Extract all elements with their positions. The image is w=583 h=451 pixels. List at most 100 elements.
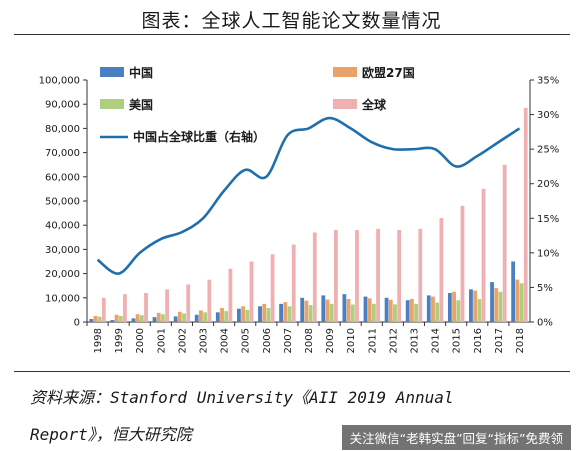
left-tick-label: 10,000 xyxy=(45,293,80,304)
bar-us xyxy=(498,291,503,322)
bar-china xyxy=(426,295,431,322)
bar-us xyxy=(203,312,208,322)
bar-china xyxy=(89,319,94,322)
bar-eu27 xyxy=(346,299,351,322)
right-tick-label: 15% xyxy=(537,214,559,225)
bar-world xyxy=(418,228,423,322)
bar-eu27 xyxy=(114,314,119,322)
bar-world xyxy=(397,230,402,322)
x-tick-label: 2015 xyxy=(452,328,463,353)
bar-eu27 xyxy=(199,310,203,322)
source-note-line-1: 资料来源：Stanford University《AII 2019 Annual xyxy=(30,388,454,407)
bar-china xyxy=(152,317,157,322)
legend-swatch-china xyxy=(100,67,124,77)
x-tick-label: 2001 xyxy=(156,328,167,353)
bar-china xyxy=(279,303,284,322)
bar-us xyxy=(97,316,102,322)
bar-china xyxy=(405,300,410,322)
x-tick-label: 2011 xyxy=(367,328,378,353)
bar-eu27 xyxy=(135,314,140,322)
bar-china xyxy=(490,282,494,322)
bar-us xyxy=(139,315,144,322)
bar-world xyxy=(101,297,106,322)
source-note-line-2: Report》，恒大研究院 xyxy=(30,425,192,444)
x-tick-label: 2000 xyxy=(135,328,146,353)
right-tick-label: 5% xyxy=(537,283,553,294)
bar-us xyxy=(182,313,186,322)
bar-china xyxy=(300,297,305,322)
left-tick-label: 50,000 xyxy=(45,197,80,208)
bar-us xyxy=(329,303,334,322)
bar-world xyxy=(439,217,444,322)
bar-eu27 xyxy=(325,299,330,322)
watermark-banner: 关注微信“老韩实盘”回复“指标”免费领 xyxy=(341,425,571,450)
left-tick-label: 40,000 xyxy=(45,221,80,232)
bar-world xyxy=(165,289,170,322)
x-tick-label: 1998 xyxy=(93,328,104,353)
legend-swatch-eu27 xyxy=(333,67,357,77)
legend-label-us: 美国 xyxy=(129,97,153,112)
right-tick-label: 30% xyxy=(537,110,559,121)
bar-eu27 xyxy=(220,307,224,322)
bar-eu27 xyxy=(177,311,182,322)
x-tick-label: 2008 xyxy=(304,328,315,353)
bar-world xyxy=(481,188,486,322)
bar-world xyxy=(228,268,233,322)
bar-us xyxy=(371,303,376,322)
chart-title: 图表：全球人工智能论文数量情况 xyxy=(141,10,442,32)
legend-label-world: 全球 xyxy=(361,97,387,112)
bar-eu27 xyxy=(473,290,478,322)
bar-china xyxy=(363,296,368,322)
bars-layer xyxy=(89,107,528,322)
left-tick-label: 20,000 xyxy=(45,269,80,280)
bar-eu27 xyxy=(241,306,246,322)
bar-eu27 xyxy=(494,288,499,322)
bar-world xyxy=(291,244,296,322)
left-tick-label: 90,000 xyxy=(45,100,80,111)
bar-world xyxy=(523,107,528,322)
legend-label-eu27: 欧盟27国 xyxy=(362,65,415,80)
legend-swatch-world xyxy=(333,99,357,109)
bar-eu27 xyxy=(388,299,393,322)
bar-eu27 xyxy=(367,298,372,322)
x-tick-label: 2014 xyxy=(431,328,442,353)
bar-china xyxy=(447,292,452,322)
x-tick-label: 1999 xyxy=(114,328,125,353)
bar-world xyxy=(460,205,465,322)
right-tick-label: 20% xyxy=(537,179,559,190)
bar-us xyxy=(224,311,229,322)
x-tick-label: 2003 xyxy=(199,328,210,353)
right-tick-label: 25% xyxy=(537,145,559,156)
legend-label-china: 中国 xyxy=(129,65,153,80)
bar-eu27 xyxy=(409,299,414,322)
right-tick-label: 10% xyxy=(537,248,559,259)
bar-china xyxy=(511,261,516,322)
bar-eu27 xyxy=(93,315,98,322)
left-tick-label: 0 xyxy=(74,318,80,329)
share-line xyxy=(96,116,521,275)
bar-us xyxy=(350,304,355,322)
x-tick-label: 2017 xyxy=(494,328,505,353)
left-tick-label: 80,000 xyxy=(45,124,80,135)
bar-us xyxy=(414,303,418,322)
bar-world xyxy=(123,294,127,322)
bar-us xyxy=(266,307,271,322)
x-tick-label: 2009 xyxy=(325,328,336,353)
bar-china xyxy=(131,318,136,322)
bar-china xyxy=(173,316,178,322)
left-tick-label: 70,000 xyxy=(45,148,80,159)
share-line-layer xyxy=(96,116,521,275)
bar-us xyxy=(477,299,482,322)
title-rule xyxy=(14,34,570,35)
bar-us xyxy=(456,300,461,322)
left-tick-label: 100,000 xyxy=(39,76,80,87)
legend-label-share: 中国占全球比重（右轴） xyxy=(133,129,265,144)
bar-eu27 xyxy=(452,291,456,322)
bar-world xyxy=(312,232,317,322)
right-tick-label: 0% xyxy=(537,318,553,329)
bar-china xyxy=(237,308,241,322)
legend-swatch-us xyxy=(100,99,124,109)
x-tick-label: 2005 xyxy=(241,328,252,353)
left-tick-label: 30,000 xyxy=(45,245,80,256)
